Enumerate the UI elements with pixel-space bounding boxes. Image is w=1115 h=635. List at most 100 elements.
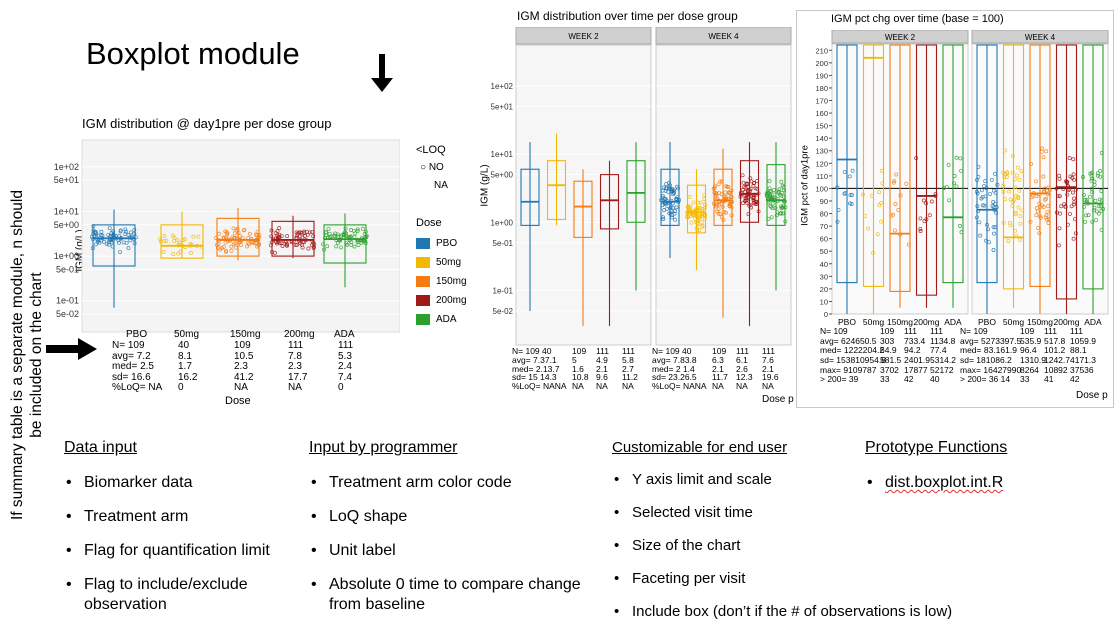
data-point xyxy=(306,246,311,251)
data-point xyxy=(336,232,340,237)
data-point xyxy=(189,251,193,255)
data-point xyxy=(989,177,994,182)
table-cell: 109 xyxy=(880,326,895,336)
table-row-label: avg= 5273397.5 xyxy=(960,335,1022,346)
table-header-cell: PBO xyxy=(126,329,148,340)
y-tick-label: 1e+00 xyxy=(54,251,79,261)
y-tick-label: 130 xyxy=(815,147,828,156)
table-row-label: N= 109 xyxy=(112,340,145,351)
y-tick-label: 5e+00 xyxy=(54,220,79,230)
data-point xyxy=(1097,197,1102,202)
data-point xyxy=(770,195,775,200)
data-point xyxy=(232,231,237,236)
data-point xyxy=(132,227,137,232)
data-point xyxy=(1041,205,1046,209)
table-cell: 42 xyxy=(904,374,914,385)
legend-swatch xyxy=(416,276,430,287)
table-cell: NA xyxy=(572,381,584,392)
data-point xyxy=(1068,174,1073,179)
box xyxy=(323,224,367,264)
data-point xyxy=(1041,174,1046,179)
data-point xyxy=(1017,188,1022,193)
legend-label: 50mg xyxy=(436,257,462,268)
table-row: sd= 16.6 16.2 41.2 17.7 7.4 xyxy=(112,371,372,384)
data-point xyxy=(1044,196,1049,201)
data-point xyxy=(990,203,995,208)
data-point xyxy=(161,249,166,254)
data-point xyxy=(891,180,896,185)
table-cell: 2.4 xyxy=(338,361,352,372)
y-tick-label: 190 xyxy=(815,71,828,80)
data-point xyxy=(1037,231,1042,236)
y-tick-label: 60 xyxy=(820,235,828,244)
data-point xyxy=(245,244,250,249)
legend-swatch xyxy=(416,238,430,249)
data-point xyxy=(894,172,899,177)
table-cell: 8.1 xyxy=(178,350,192,362)
table-cell: 0 xyxy=(178,382,184,393)
data-point xyxy=(954,184,959,189)
table-cell: 111 xyxy=(736,346,749,356)
data-point xyxy=(285,234,290,239)
data-point xyxy=(779,190,784,195)
data-point xyxy=(686,204,691,209)
list-item: Selected visit time xyxy=(612,503,992,523)
data-point xyxy=(1098,169,1103,173)
table-row-label: > 200= 39 xyxy=(820,374,859,385)
data-point xyxy=(688,207,692,212)
data-point xyxy=(725,184,730,189)
data-point xyxy=(686,215,691,220)
table-cell: NA xyxy=(288,382,302,393)
table-cell: 1134.8 xyxy=(930,335,956,346)
table-cell: 1.7 xyxy=(178,361,192,372)
data-point xyxy=(231,242,236,247)
data-point xyxy=(980,194,985,199)
data-point xyxy=(191,234,196,239)
legend-label: PBO xyxy=(436,238,458,249)
data-point xyxy=(225,231,230,236)
data-point xyxy=(275,229,280,234)
data-point xyxy=(848,201,852,206)
prototype-heading: Prototype Functions xyxy=(865,439,1008,456)
data-point xyxy=(746,212,751,217)
y-tick-label: 140 xyxy=(815,134,828,143)
list-item: Flag for quantification limit xyxy=(64,541,304,561)
table-cell: 88.1 xyxy=(1070,345,1087,356)
data-point xyxy=(1018,221,1023,226)
table-cell: 5 xyxy=(572,354,577,365)
chart1-plot: 1e+02 5e+01 1e+01 5e+00 1e+00 5e-01 1e-01 5e-02 xyxy=(54,139,400,333)
data-point xyxy=(992,231,996,236)
data-point xyxy=(1084,213,1089,218)
data-point xyxy=(118,228,123,233)
x-tick-label: 50mg xyxy=(863,317,885,327)
table-cell: 37536 xyxy=(1070,364,1094,375)
table-row: N= 109 40 109 111 111 xyxy=(112,340,372,352)
chart3-title: IGM pct chg over time (base = 100) xyxy=(831,13,1004,25)
table-cell: 0 xyxy=(338,382,344,393)
customizable-column: Customizable for end user Y axis limit a… xyxy=(612,439,992,635)
legend-swatch xyxy=(416,257,430,268)
data-point xyxy=(1018,214,1023,219)
data-point xyxy=(664,186,669,191)
table-cell: 5.8 xyxy=(622,354,634,365)
data-point xyxy=(182,237,187,242)
data-point xyxy=(952,181,956,186)
list-item: Treatment arm color code xyxy=(309,473,609,493)
data-point xyxy=(768,193,773,198)
data-point xyxy=(779,179,784,184)
table-row-label: N= 109 40 xyxy=(512,346,552,356)
list-item: Unit label xyxy=(309,541,609,561)
data-point xyxy=(729,205,734,210)
y-tick-label: 5e+01 xyxy=(54,175,79,185)
legend-item: ADA xyxy=(416,310,467,329)
y-tick-label: 5e+01 xyxy=(491,102,514,111)
data-point xyxy=(941,186,946,190)
table-row-label: sd= 16.6 xyxy=(112,371,151,383)
data-point xyxy=(986,227,990,232)
data-point xyxy=(662,208,667,212)
data-point xyxy=(1071,157,1076,162)
table-cell: 10.5 xyxy=(234,350,254,362)
data-point xyxy=(1044,149,1049,154)
table-row-label: avg= 7.2 xyxy=(112,350,151,362)
data-point xyxy=(1014,193,1019,198)
